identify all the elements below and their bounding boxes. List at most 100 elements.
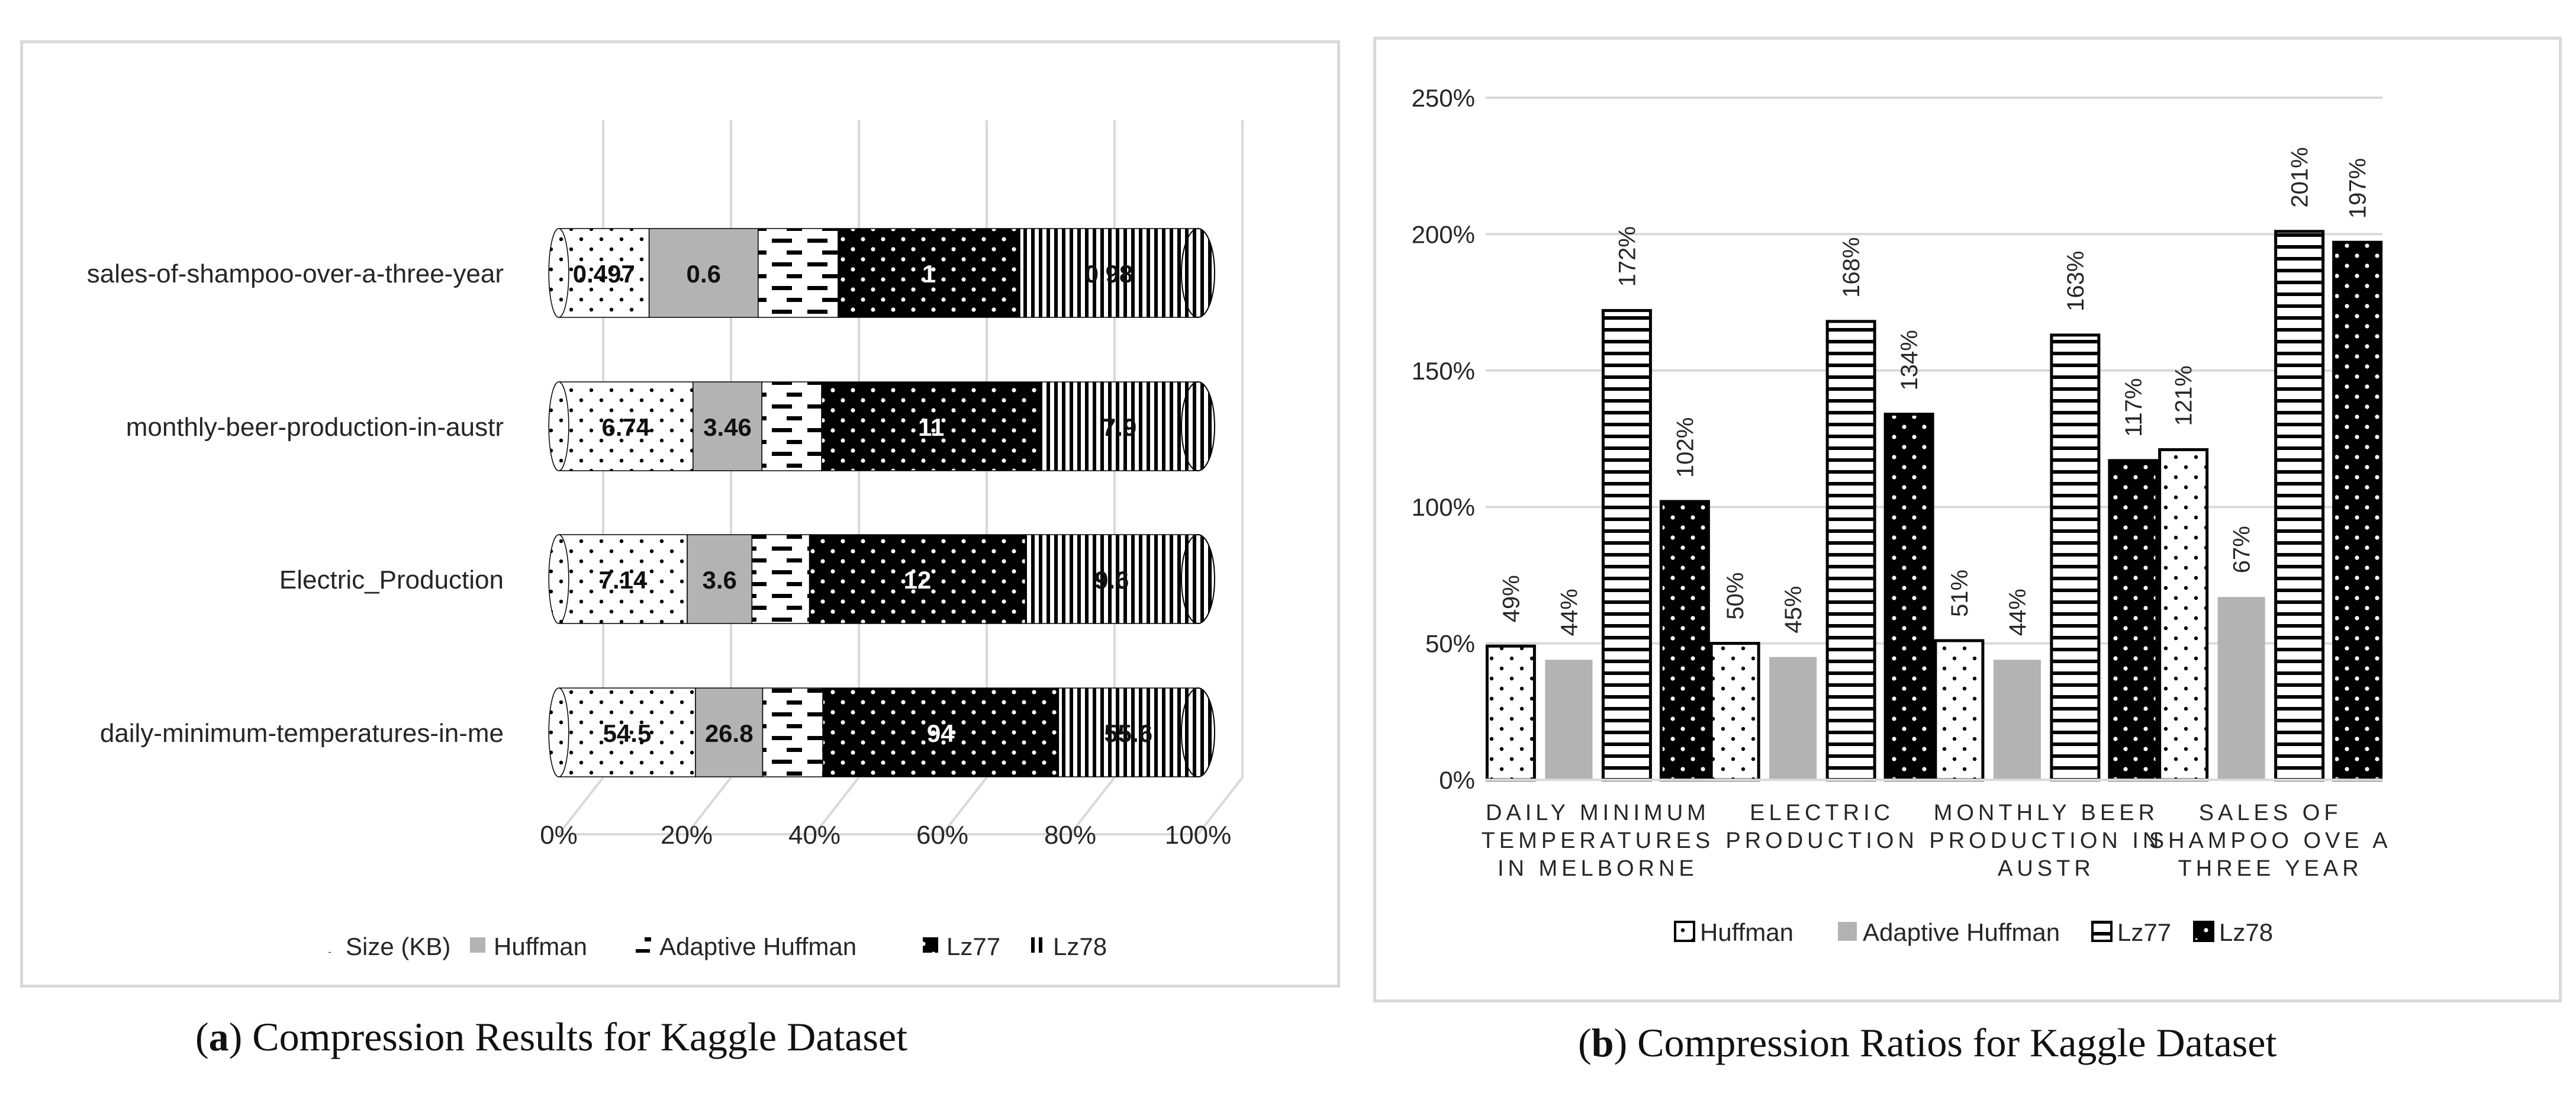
legend-label-adaptive-huffman: Adaptive Huffman	[659, 933, 856, 960]
bar-adaptive-huffman	[1993, 660, 2041, 780]
caption-a-text: ) Compression Results for Kaggle Dataset	[228, 1014, 907, 1059]
data-label: 51%	[1947, 570, 1973, 617]
floor-gridline	[685, 776, 732, 835]
data-label: 134%	[1896, 330, 1923, 390]
data-label: 94	[927, 719, 955, 747]
legend-swatch-huffman	[470, 937, 485, 953]
x-tick-label: 40%	[788, 821, 841, 850]
floor-gridline	[1069, 776, 1116, 835]
data-label: 121%	[2171, 365, 2197, 426]
data-label: 11	[918, 413, 944, 441]
legend-label-huffman: Huffman	[1700, 918, 1793, 946]
y-tick-label: 250%	[1412, 84, 1475, 112]
legend-swatch-huffman	[1674, 921, 1695, 942]
category-label: monthly-beer-production-in-austr	[126, 413, 504, 442]
category-label: AUSTR	[1998, 856, 2095, 881]
bar-segment-lz78	[1019, 228, 1199, 318]
data-label: 26.8	[705, 719, 754, 747]
data-label: 201%	[2287, 147, 2313, 207]
legend-label-huffman: Huffman	[494, 933, 587, 960]
category-label: PRODUCTION	[1725, 828, 1918, 853]
bar-lz78	[2108, 459, 2159, 782]
data-label: 3.46	[703, 413, 752, 441]
bar-segment-lz77	[821, 381, 1041, 471]
bar-lz78	[2332, 240, 2383, 782]
caption-b: (b) Compression Ratios for Kaggle Datase…	[1578, 1020, 2277, 1065]
legend-label-lz78: Lz78	[1053, 933, 1107, 960]
bar-lz77	[2050, 333, 2101, 782]
data-label: 45%	[1780, 586, 1807, 634]
data-label: 1	[922, 260, 936, 288]
bar-lz77	[1601, 308, 1652, 782]
bar-huffman	[2158, 448, 2209, 782]
bar-segment-huffman	[648, 228, 759, 318]
category-label: TEMPERATURES	[1482, 828, 1715, 853]
caption-b-letter: b	[1591, 1020, 1614, 1065]
clustered-bar-chart: 0% 50% 100% 150% 200% 250% 49% 44% 172% 102% DAILY…	[1412, 84, 2392, 946]
legend-label-lz77: Lz77	[946, 933, 1000, 960]
bar-segment-adaptive-huffman	[751, 534, 810, 624]
category-label: IN MELBORNE	[1498, 856, 1698, 881]
data-label: 55.6	[1104, 719, 1152, 747]
legend-swatch-size-kb	[322, 937, 337, 953]
data-label: 0.497	[573, 260, 635, 288]
category-label: SHAMPOO OVE A	[2149, 828, 2392, 853]
data-label: 117%	[2121, 378, 2147, 437]
data-label: 0.98	[1085, 260, 1134, 288]
legend-label-lz78: Lz78	[2219, 918, 2273, 946]
data-label: 7.9	[1102, 413, 1136, 441]
category-label: Electric_Production	[279, 565, 504, 594]
data-label: 44%	[1556, 589, 1582, 636]
category-label: sales-of-shampoo-over-a-three-year	[87, 259, 504, 288]
cylinder-left-cap	[548, 381, 569, 471]
data-label: 67%	[2229, 526, 2255, 573]
bar-segment-adaptive-huffman	[762, 687, 823, 777]
data-label: 168%	[1838, 237, 1865, 298]
legend-swatch-lz78	[1029, 937, 1045, 953]
data-label: 197%	[2345, 158, 2371, 218]
floor-gridline	[941, 776, 988, 835]
cylinder-right-cap	[1181, 381, 1215, 471]
chart-panel-a: 0% 20% 40% 60% 80% 100% daily-minimum-temperat…	[20, 40, 1340, 988]
legend-label-size-kb: Size (KB)	[346, 933, 450, 960]
bar-adaptive-huffman	[2217, 597, 2265, 780]
x-tick-label: 100%	[1165, 821, 1232, 850]
data-label: 163%	[2063, 251, 2089, 311]
data-label: 7.14	[599, 566, 648, 594]
category-label: daily-minimum-temperatures-in-me	[100, 719, 504, 748]
chart-panel-b: 0% 50% 100% 150% 200% 250% 49% 44% 172% 102% DAILY…	[1373, 37, 2562, 1002]
bar-adaptive-huffman	[1545, 660, 1593, 780]
legend-label-lz77: Lz77	[2117, 918, 2171, 946]
cylinder-left-cap	[548, 228, 569, 318]
x-tick-label: 20%	[661, 821, 713, 850]
floor-gridline	[813, 776, 860, 835]
caption-b-text: ) Compression Ratios for Kaggle Dataset	[1614, 1020, 2277, 1065]
bar-segment-size-kb	[558, 381, 694, 471]
caption-a: (a) Compression Results for Kaggle Datas…	[195, 1014, 907, 1059]
bar-huffman	[1934, 639, 1985, 782]
cylinder-left-cap	[548, 687, 569, 777]
bar-segment-huffman	[693, 381, 762, 471]
cylinder-right-cap	[1181, 534, 1215, 624]
data-label: 102%	[1672, 417, 1698, 478]
floor-gridline	[558, 776, 604, 835]
bar-lz77	[2274, 230, 2325, 782]
stacked-bar-chart: 0% 20% 40% 60% 80% 100% daily-minimum-temperat…	[87, 120, 1244, 960]
caption-a-letter: a	[208, 1014, 229, 1059]
data-label: 50%	[1722, 573, 1749, 620]
y-tick-label: 50%	[1425, 630, 1475, 658]
legend-swatch-adaptive-huffman	[636, 937, 651, 953]
data-label: 9.6	[1094, 566, 1129, 594]
category-label: THREE YEAR	[2178, 856, 2363, 881]
data-label: 49%	[1498, 575, 1524, 622]
bar-segment-lz77	[809, 534, 1026, 624]
y-tick-label: 100%	[1412, 493, 1475, 521]
bar-segment-lz77	[822, 687, 1060, 777]
category-label: SALES OF	[2199, 801, 2342, 825]
y-tick-label: 150%	[1412, 357, 1475, 385]
category-label: DAILY MINIMUM	[1486, 801, 1710, 825]
data-label: 0.6	[687, 260, 721, 288]
legend-swatch-adaptive-huffman	[1838, 922, 1857, 941]
category-label: PRODUCTION IN	[1929, 828, 2163, 853]
bar-segment-lz78	[1040, 381, 1199, 471]
